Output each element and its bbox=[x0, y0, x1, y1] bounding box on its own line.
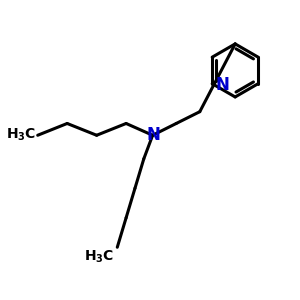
Text: $\mathregular{H_3C}$: $\mathregular{H_3C}$ bbox=[6, 127, 36, 143]
Text: N: N bbox=[146, 126, 160, 144]
Text: $\mathregular{H_3C}$: $\mathregular{H_3C}$ bbox=[84, 249, 114, 265]
Text: N: N bbox=[216, 76, 230, 94]
